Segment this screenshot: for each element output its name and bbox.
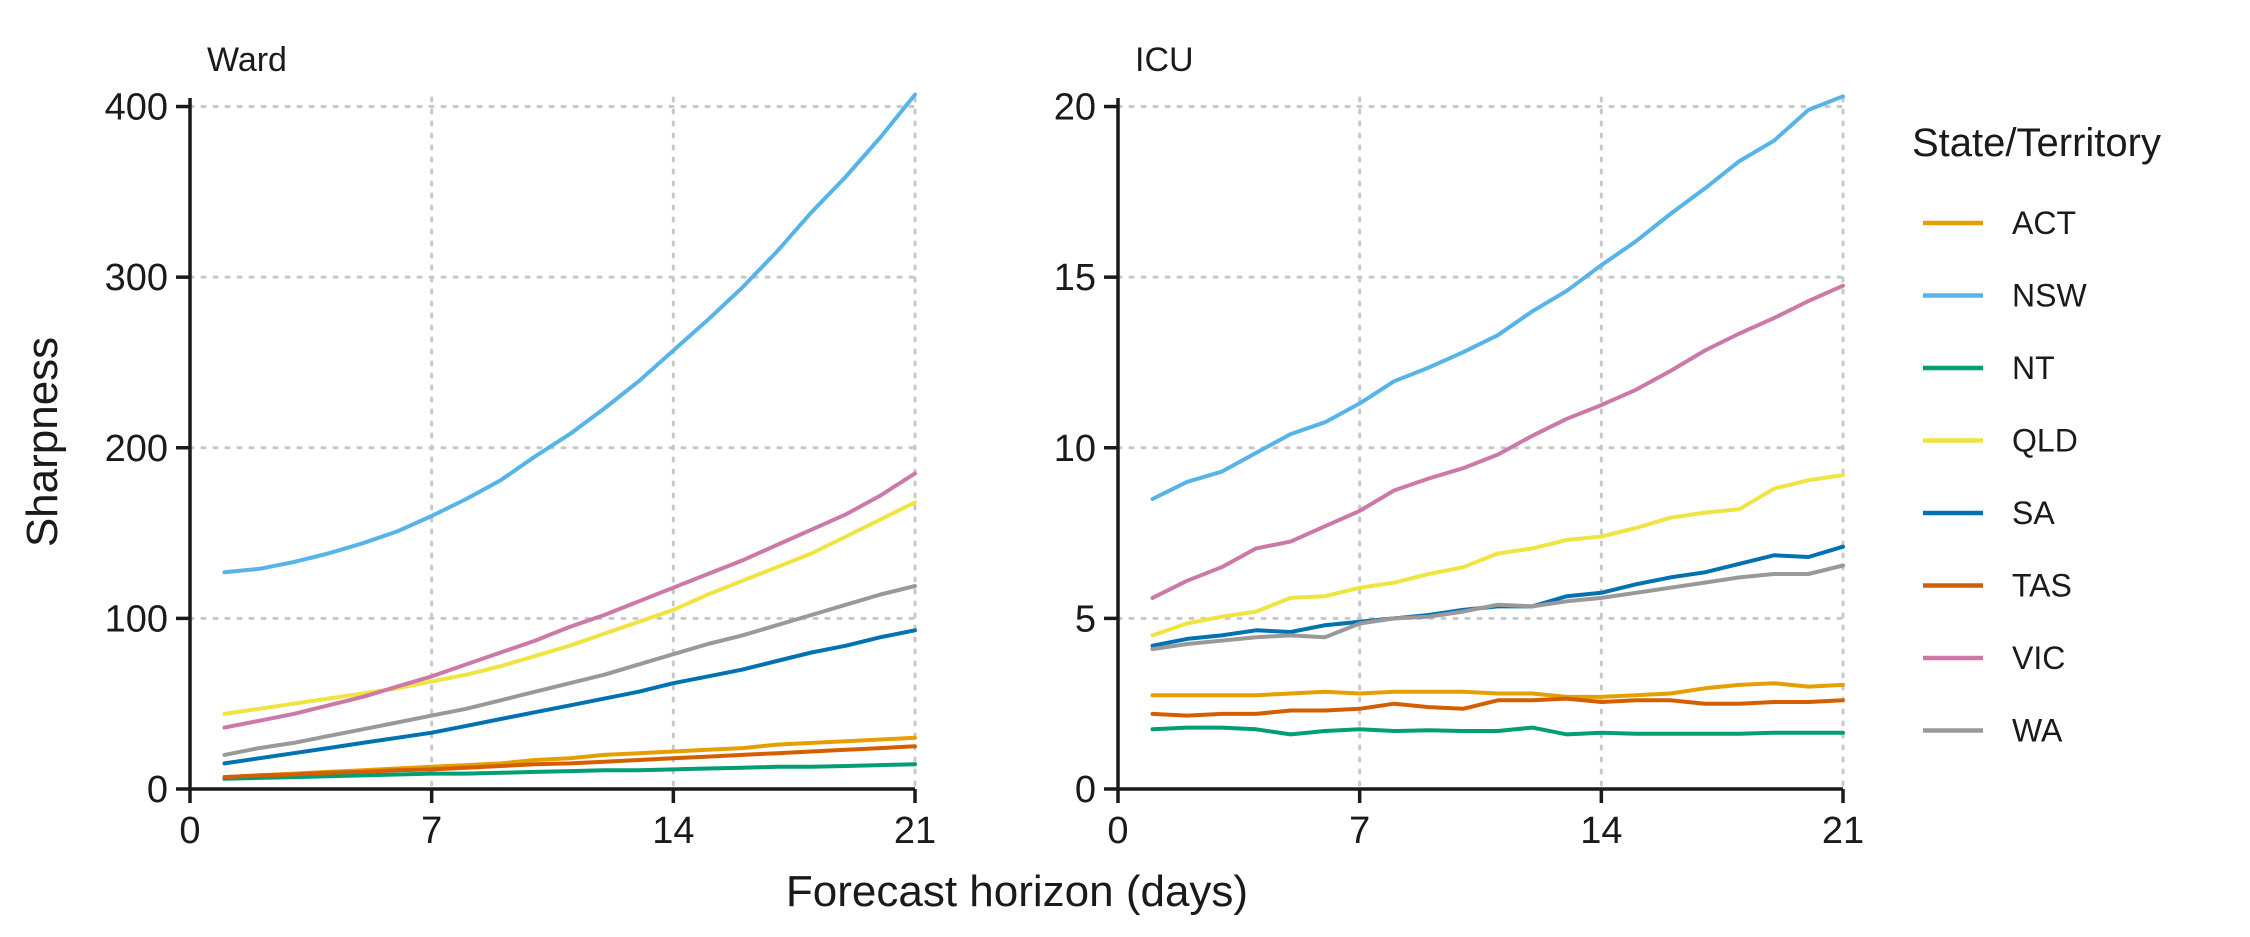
series-line-ward-nt — [222, 762, 917, 781]
series-line-ward-wa — [222, 584, 917, 757]
series-line-ward-sa — [222, 628, 917, 766]
y-tick-label-icu-5: 5 — [1075, 598, 1096, 640]
legend-label-vic: VIC — [2012, 640, 2065, 676]
panel-icu: ICU 0 5 10 15 20 0 7 14 21 — [1054, 41, 1864, 852]
x-tick-label-icu-21: 21 — [1822, 810, 1864, 852]
legend-label-tas: TAS — [2012, 568, 2072, 604]
x-tick-label-icu-0: 0 — [1107, 810, 1128, 852]
legend-label-nt: NT — [2012, 350, 2055, 386]
series-line-icu-vic — [1150, 283, 1845, 600]
y-tick-label-icu-10: 10 — [1054, 428, 1096, 470]
y-tick-label-ward-300: 300 — [105, 257, 168, 299]
series-line-ward-nsw — [222, 92, 917, 575]
panel-ward: Ward 0 100 200 300 400 0 7 14 21 — [105, 41, 937, 852]
series-line-icu-qld — [1150, 473, 1845, 638]
x-axis-title: Forecast horizon (days) — [786, 867, 1248, 916]
series-line-ward-vic — [222, 471, 917, 730]
legend: State/Territory ACT NSW NT QLD SA TAS VIC WA — [1912, 121, 2161, 749]
y-tick-label-ward-100: 100 — [105, 598, 168, 640]
series-line-icu-nt — [1150, 725, 1845, 737]
series-line-icu-act — [1150, 681, 1845, 699]
legend-label-nsw: NSW — [2012, 278, 2087, 314]
legend-title: State/Territory — [1912, 121, 2161, 165]
x-tick-label-icu-7: 7 — [1349, 810, 1370, 852]
y-tick-label-ward-0: 0 — [147, 769, 168, 811]
legend-label-act: ACT — [2012, 205, 2076, 241]
y-tick-label-ward-200: 200 — [105, 428, 168, 470]
y-tick-label-ward-400: 400 — [105, 87, 168, 129]
y-tick-label-icu-20: 20 — [1054, 87, 1096, 129]
x-tick-label-ward-0: 0 — [179, 810, 200, 852]
legend-label-wa: WA — [2012, 713, 2063, 749]
legend-label-qld: QLD — [2012, 423, 2078, 459]
y-tick-label-icu-0: 0 — [1075, 769, 1096, 811]
series-line-icu-nsw — [1150, 94, 1845, 501]
series-line-ward-qld — [222, 500, 917, 716]
x-tick-label-ward-21: 21 — [894, 810, 936, 852]
panel-title-ward: Ward — [207, 41, 287, 79]
y-axis-title: Sharpness — [18, 337, 67, 547]
panel-title-icu: ICU — [1135, 41, 1194, 79]
y-tick-label-icu-15: 15 — [1054, 257, 1096, 299]
x-tick-label-icu-14: 14 — [1580, 810, 1622, 852]
series-line-icu-tas — [1150, 696, 1845, 718]
x-tick-label-ward-14: 14 — [652, 810, 694, 852]
series-line-icu-wa — [1150, 563, 1845, 652]
legend-label-sa: SA — [2012, 495, 2055, 531]
x-tick-label-ward-7: 7 — [421, 810, 442, 852]
series-line-ward-tas — [222, 744, 917, 780]
series-line-icu-sa — [1150, 544, 1845, 648]
